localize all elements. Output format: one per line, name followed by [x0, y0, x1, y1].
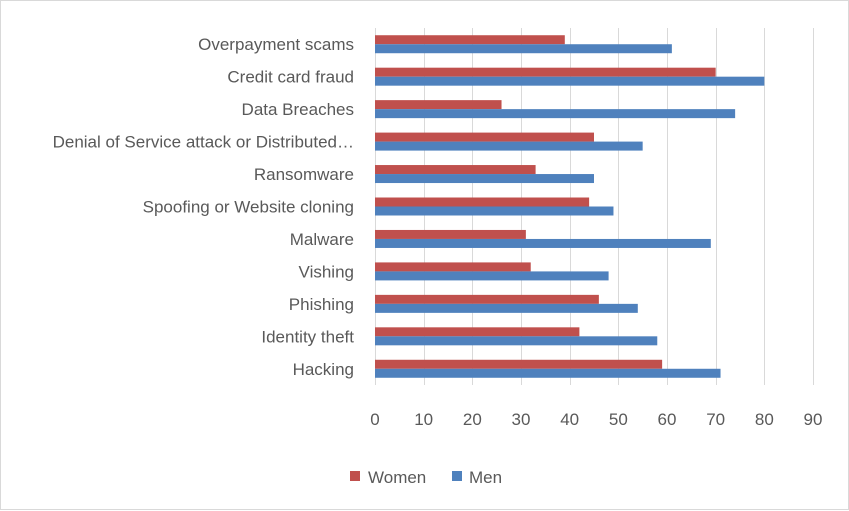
bar-men-6: [375, 238, 711, 248]
category-label-0: Overpayment scams: [198, 35, 354, 54]
category-label-5: Spoofing or Website cloning: [143, 198, 354, 217]
bar-men-8: [375, 303, 638, 313]
legend-label-women: Women: [368, 468, 426, 487]
bar-men-2: [375, 109, 736, 119]
x-tick-30: 30: [512, 410, 531, 429]
bar-men-5: [375, 206, 614, 216]
legend-swatch-men: [452, 471, 462, 481]
bar-women-8: [375, 294, 599, 304]
category-label-7: Vishing: [299, 262, 354, 281]
bar-women-5: [375, 197, 590, 207]
bar-women-2: [375, 100, 502, 110]
bars: [375, 35, 765, 378]
category-label-4: Ransomware: [254, 165, 354, 184]
bar-men-0: [375, 44, 672, 54]
x-tick-10: 10: [414, 410, 433, 429]
x-tick-40: 40: [560, 410, 579, 429]
category-labels: Overpayment scams Credit card fraud Data B…: [53, 35, 355, 379]
bar-women-7: [375, 262, 531, 272]
bar-women-0: [375, 35, 565, 45]
x-tick-labels: 0 10 20 30 40 50 60 70 80 90: [370, 410, 822, 429]
category-label-10: Hacking: [293, 360, 354, 379]
category-label-2: Data Breaches: [242, 100, 354, 119]
x-tick-50: 50: [609, 410, 628, 429]
bar-men-7: [375, 271, 609, 281]
bar-men-10: [375, 368, 721, 378]
x-tick-90: 90: [804, 410, 823, 429]
bar-women-1: [375, 67, 716, 77]
x-tick-70: 70: [706, 410, 725, 429]
bar-men-4: [375, 174, 594, 184]
legend-label-men: Men: [469, 468, 502, 487]
category-label-9: Identity theft: [261, 327, 354, 346]
bar-men-1: [375, 76, 765, 86]
bar-women-3: [375, 132, 594, 142]
bar-women-9: [375, 327, 580, 337]
x-tick-80: 80: [755, 410, 774, 429]
legend: Women Men: [350, 468, 502, 487]
bar-women-6: [375, 229, 526, 239]
bar-men-9: [375, 336, 658, 346]
bar-women-10: [375, 359, 663, 369]
category-label-6: Malware: [290, 230, 354, 249]
category-label-1: Credit card fraud: [227, 68, 354, 87]
x-tick-20: 20: [463, 410, 482, 429]
category-label-8: Phishing: [289, 295, 354, 314]
category-label-3: Denial of Service attack or Distributed…: [53, 133, 354, 152]
bar-men-3: [375, 141, 643, 151]
legend-swatch-women: [350, 471, 360, 481]
bar-women-4: [375, 165, 536, 175]
x-tick-0: 0: [370, 410, 379, 429]
x-tick-60: 60: [658, 410, 677, 429]
